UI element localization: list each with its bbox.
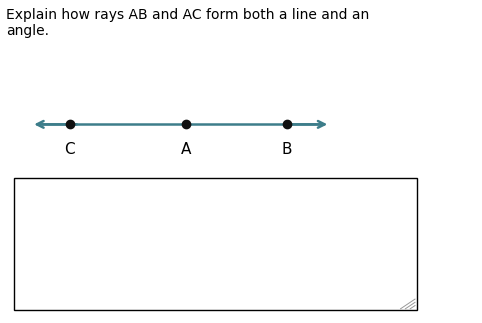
- Text: B: B: [281, 142, 292, 157]
- Text: Explain how rays AB and AC form both a line and an
angle.: Explain how rays AB and AC form both a l…: [6, 8, 369, 38]
- Text: A: A: [180, 142, 191, 157]
- Text: C: C: [65, 142, 75, 157]
- Bar: [14, 178, 417, 310]
